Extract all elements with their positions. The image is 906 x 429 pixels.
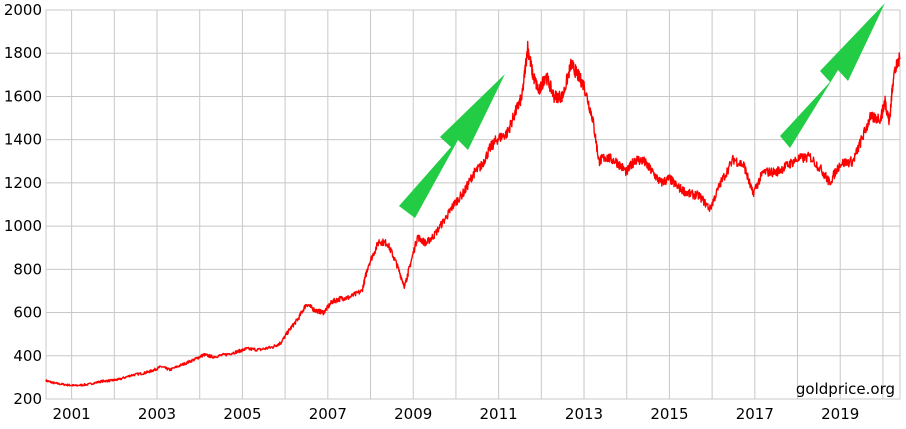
x-tick-label: 2017 [736, 405, 774, 423]
y-tick-label: 1800 [4, 44, 42, 62]
grid-lines [45, 9, 901, 400]
y-tick-label: 2000 [4, 1, 42, 19]
plot-frame [45, 9, 901, 400]
gold-price-line [45, 40, 901, 387]
x-tick-label: 2011 [480, 405, 518, 423]
x-tick-label: 2009 [394, 405, 432, 423]
x-tick-label: 2013 [565, 405, 603, 423]
price-line-layer [45, 40, 901, 387]
trend-arrow-up-icon [780, 3, 885, 148]
x-tick-label: 2003 [138, 405, 176, 423]
y-tick-label: 1200 [4, 174, 42, 192]
y-tick-label: 600 [13, 304, 42, 322]
y-tick-label: 1000 [4, 217, 42, 235]
x-tick-label: 2019 [821, 405, 859, 423]
y-tick-label: 200 [13, 390, 42, 408]
watermark-text: goldprice.org [796, 380, 895, 398]
y-tick-label: 400 [13, 347, 42, 365]
y-tick-label: 800 [13, 260, 42, 278]
x-tick-label: 2005 [223, 405, 261, 423]
y-tick-label: 1400 [4, 131, 42, 149]
x-tick-label: 2015 [650, 405, 688, 423]
y-tick-label: 1600 [4, 87, 42, 105]
trend-arrows [399, 3, 885, 218]
x-tick-label: 2007 [309, 405, 347, 423]
x-tick-label: 2001 [53, 405, 91, 423]
axis-labels: 200 400 600 800 1000 1200 1400 1600 1800 2000 2001… [4, 1, 860, 423]
trend-arrow-up-icon [399, 74, 505, 218]
